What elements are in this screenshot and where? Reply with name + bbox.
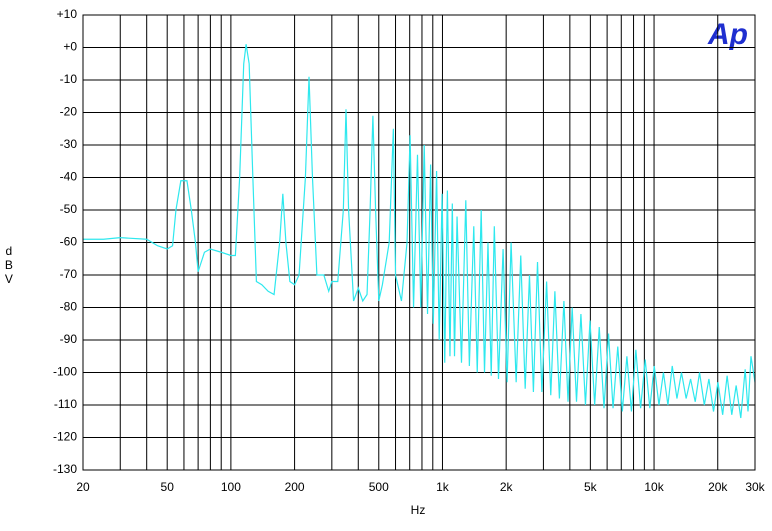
y-axis-label: dBV <box>2 244 16 286</box>
y-tick-label: -40 <box>60 170 78 184</box>
y-tick-label: -50 <box>60 202 78 216</box>
spectrum-line <box>83 44 756 419</box>
x-tick-label: 30k <box>745 480 765 494</box>
y-tick-label: -30 <box>60 137 78 151</box>
x-tick-label: 200 <box>285 480 305 494</box>
logo: Ap <box>707 18 748 51</box>
x-tick-label: 20k <box>708 480 728 494</box>
y-tick-label: -80 <box>60 300 78 314</box>
y-tick-label: -110 <box>54 397 77 411</box>
y-tick-label: -100 <box>53 365 77 379</box>
x-tick-label: 50 <box>161 480 175 494</box>
y-tick-label: +0 <box>63 40 77 54</box>
x-tick-label: 10k <box>644 480 664 494</box>
x-tick-label: 20 <box>76 480 90 494</box>
y-tick-label: -20 <box>60 105 78 119</box>
plot-frame <box>82 14 756 471</box>
y-tick-label: -60 <box>60 235 78 249</box>
y-tick-label: -130 <box>53 462 77 476</box>
y-tick-label: -10 <box>60 72 78 86</box>
y-tick-label: -70 <box>60 267 78 281</box>
x-axis-label: Hz <box>411 503 426 517</box>
x-tick-label: 100 <box>221 480 241 494</box>
x-tick-label: 5k <box>584 480 598 494</box>
y-tick-label: -120 <box>53 430 77 444</box>
y-tick-label: -90 <box>60 332 78 346</box>
y-tick-label: +10 <box>57 7 78 21</box>
x-tick-label: 500 <box>369 480 389 494</box>
x-tick-label: 2k <box>500 480 514 494</box>
x-tick-label: 1k <box>436 480 450 494</box>
